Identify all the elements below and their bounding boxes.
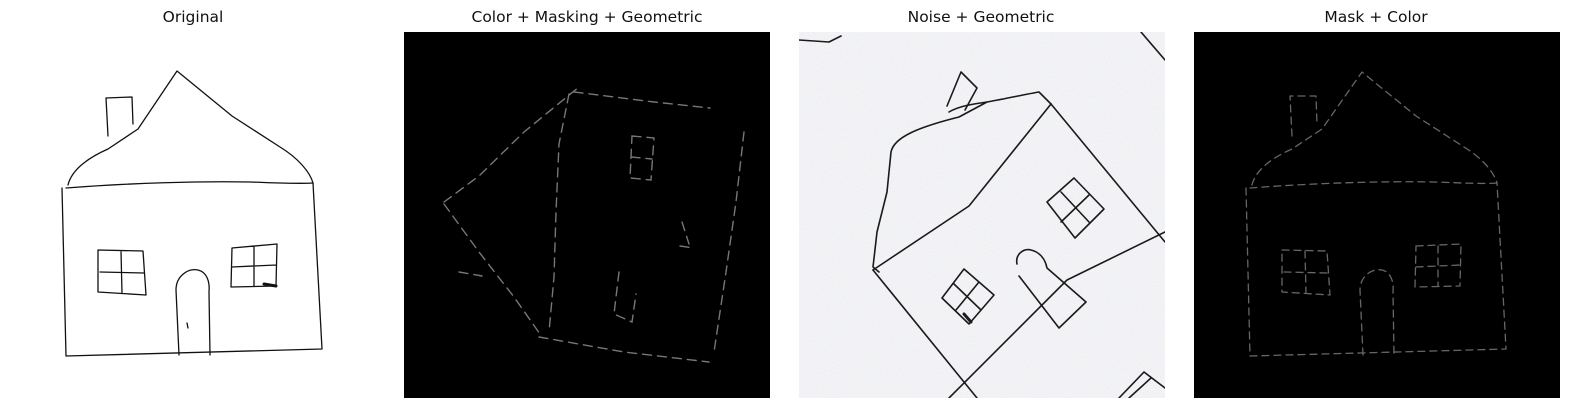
panel-color-masking-geometric <box>404 32 770 398</box>
panel-title-noise-geometric: Noise + Geometric <box>908 8 1055 26</box>
panel-title-original: Original <box>163 8 224 26</box>
house-sketch-masked-color <box>1194 32 1560 398</box>
panel-title-mask-color: Mask + Color <box>1324 8 1427 26</box>
panel-noise-geometric <box>799 32 1165 398</box>
house-sketch-masked-rotated <box>404 32 770 398</box>
panel-mask-color <box>1194 32 1560 398</box>
house-sketch-original <box>10 32 376 398</box>
panel-title-color-masking-geometric: Color + Masking + Geometric <box>472 8 703 26</box>
house-sketch-noisy-rotated <box>799 32 1165 398</box>
panel-original <box>10 32 376 398</box>
